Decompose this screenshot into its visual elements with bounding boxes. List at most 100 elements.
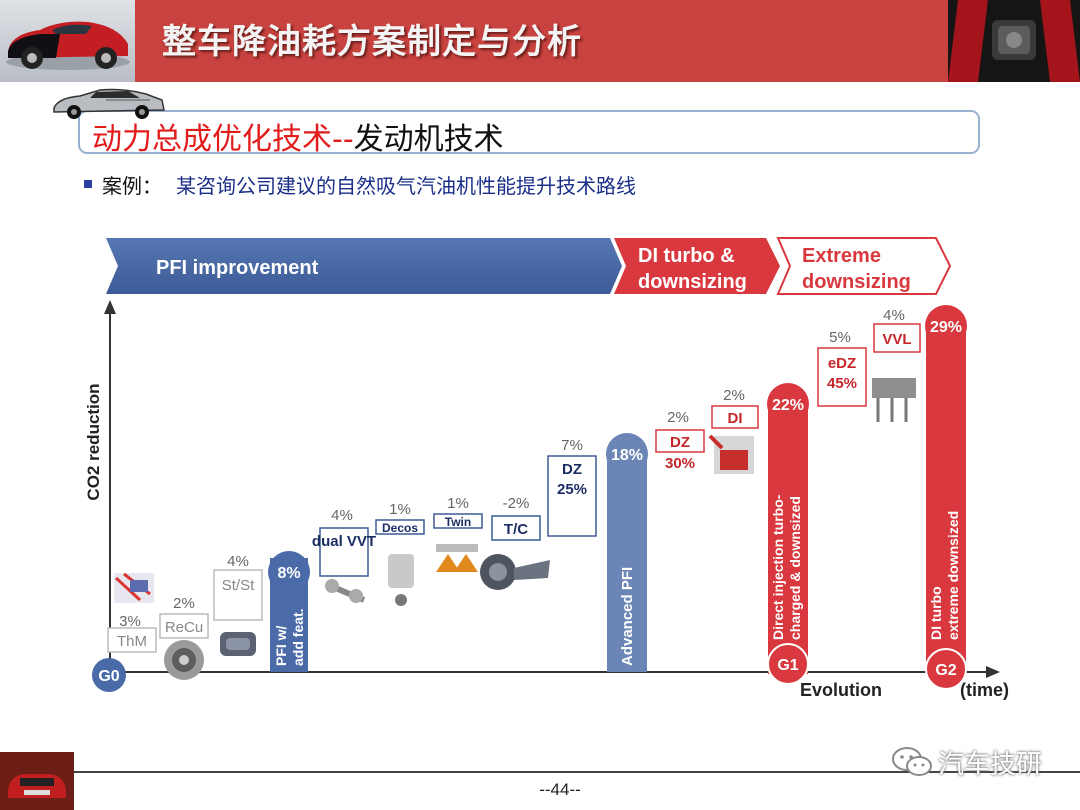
pillar-advanced-pfi-cap xyxy=(606,433,648,475)
section-title-red: 动力总成优化技术-- xyxy=(92,122,354,157)
step-gain: 4% xyxy=(227,553,249,570)
step-label: T/C xyxy=(504,521,528,538)
milestone-text-1: DI turbo xyxy=(928,586,944,640)
milestone-text-2: extreme downsized xyxy=(945,511,961,640)
pillar-pfi-add-feat-cap xyxy=(268,551,310,593)
milestone-total: 29% xyxy=(930,319,962,336)
step-label: dual VVT xyxy=(312,533,376,550)
x-axis-unit: (time) xyxy=(960,680,1009,700)
phase-di-turbo-label-2: downsizing xyxy=(638,271,747,293)
pillar-total: 18% xyxy=(611,447,643,464)
bullet-label: 案例： xyxy=(102,174,162,198)
step-sub: 30% xyxy=(665,455,695,472)
footer-divider xyxy=(74,771,1080,773)
step-box xyxy=(711,405,759,429)
turbocharger-icon xyxy=(480,554,550,590)
thermal-management-icon xyxy=(114,572,154,603)
pillar-text-1: PFI w/ xyxy=(273,625,289,666)
phase-pfi-label: PFI improvement xyxy=(156,257,319,279)
wechat-icon xyxy=(890,745,934,784)
step-label: DI xyxy=(728,410,743,427)
section-title-black: 发动机技术 xyxy=(353,122,504,157)
pillar-text-2: add feat. xyxy=(290,608,306,666)
step-box xyxy=(159,613,209,639)
milestone-g2-label: G2 xyxy=(935,662,956,679)
step-gain: -2% xyxy=(503,495,530,512)
phase-arrow-pfi xyxy=(106,238,622,294)
phase-extreme-label-2: downsizing xyxy=(802,271,911,293)
pillar-g1 xyxy=(768,402,808,674)
step-label: Twin xyxy=(445,515,471,529)
step-label: DZ xyxy=(670,434,690,451)
pillar-g2-cap xyxy=(925,305,967,347)
step-box xyxy=(319,527,369,577)
pillar-g1-cap xyxy=(767,383,809,425)
step-label: St/St xyxy=(222,577,255,594)
milestone-g1-label: G1 xyxy=(777,657,798,674)
milestone-g0 xyxy=(92,658,126,692)
step-gain: 2% xyxy=(723,387,745,404)
step-label: Decos xyxy=(382,521,418,535)
step-box xyxy=(107,627,157,653)
step-box xyxy=(655,429,705,453)
step-label: eDZ xyxy=(828,355,856,372)
step-box xyxy=(873,323,921,353)
step-box xyxy=(817,347,867,407)
step-gain: 7% xyxy=(561,437,583,454)
step-gain: 2% xyxy=(667,409,689,426)
milestone-g0-label: G0 xyxy=(98,668,119,685)
twin-spark-icon xyxy=(436,544,478,572)
y-axis-arrow xyxy=(104,300,116,314)
pillar-g2 xyxy=(926,324,966,674)
section-title-box xyxy=(78,110,980,154)
header-engine-image-right xyxy=(948,0,1080,82)
pump-icon xyxy=(388,554,414,606)
footer-car-thumbnail xyxy=(0,752,74,810)
milestone-g1 xyxy=(767,643,809,685)
step-gain: 4% xyxy=(331,507,353,524)
direct-injection-icon xyxy=(708,434,754,474)
step-sub: 45% xyxy=(827,375,857,392)
pillar-advanced-pfi xyxy=(607,452,647,672)
milestone-total: 22% xyxy=(772,397,804,414)
phase-arrow-di-turbo xyxy=(614,238,780,294)
step-box xyxy=(375,519,425,535)
valve-lift-icon xyxy=(872,378,916,422)
phase-arrow-extreme xyxy=(776,237,952,295)
header-car-image-left xyxy=(0,0,135,82)
step-label: DZ xyxy=(562,461,582,478)
x-axis-arrow xyxy=(986,666,1000,678)
starter-motor-icon xyxy=(220,632,256,656)
step-gain: 4% xyxy=(883,307,905,324)
y-axis-label: CO2 reduction xyxy=(84,383,103,500)
header-bar xyxy=(0,0,1080,82)
step-label: ThM xyxy=(117,633,147,650)
milestone-text-1: Direct injection turbo- xyxy=(770,494,786,640)
section-title: 动力总成优化技术--发动机技术 xyxy=(92,114,504,158)
alternator-icon xyxy=(164,640,204,680)
milestone-g2 xyxy=(925,648,967,690)
step-box xyxy=(433,513,483,529)
technology-roadmap-chart: PFI improvement DI turbo & downsizing Ex… xyxy=(84,237,1009,700)
step-gain: 1% xyxy=(389,501,411,518)
sports-car-icon xyxy=(50,86,168,127)
step-gain: 2% xyxy=(173,595,195,612)
header-title: 整车降油耗方案制定与分析 xyxy=(162,22,582,62)
camshaft-icon xyxy=(324,579,366,603)
phase-extreme-label-1: Extreme xyxy=(802,245,881,267)
watermark-text: 汽车技研 xyxy=(938,750,1043,780)
pillar-total: 8% xyxy=(277,565,300,582)
x-axis-label: Evolution xyxy=(800,680,882,700)
milestone-text-2: charged & downsized xyxy=(787,496,803,640)
step-gain: 1% xyxy=(447,495,469,512)
step-box xyxy=(547,455,597,537)
bullet-text: 某咨询公司建议的自然吸气汽油机性能提升技术路线 xyxy=(176,174,636,198)
phase-di-turbo-label-1: DI turbo & xyxy=(638,245,735,267)
bullet-marker xyxy=(84,180,92,188)
step-box xyxy=(213,569,263,621)
step-label: VVL xyxy=(882,331,911,348)
step-label: ReCu xyxy=(165,619,203,636)
step-box xyxy=(491,515,541,541)
pillar-text-1: Advanced PFI xyxy=(619,567,636,666)
step-gain: 3% xyxy=(119,613,141,630)
